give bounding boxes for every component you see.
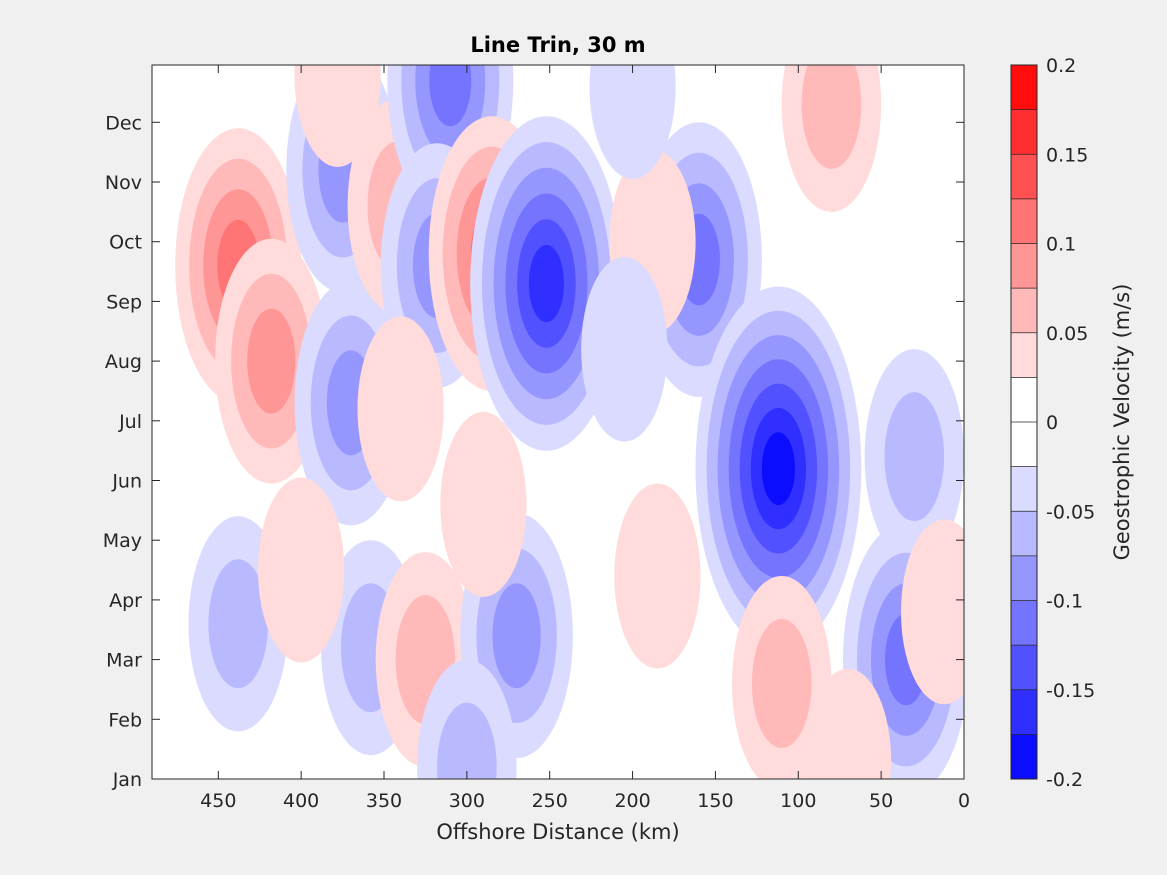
contour-band bbox=[614, 483, 701, 669]
colorbar-swatch bbox=[1011, 422, 1037, 467]
colorbar-tick-label: 0.1 bbox=[1046, 234, 1076, 256]
x-tick-label: 0 bbox=[958, 790, 970, 812]
colorbar-swatch bbox=[1011, 109, 1037, 155]
colorbar-tick-label: -0.05 bbox=[1046, 501, 1095, 523]
colorbar-tick-label: 0.2 bbox=[1046, 55, 1076, 77]
y-axis: Jan Feb Mar Apr May Jun Jul Aug Sep Oct Nov Dec bbox=[103, 112, 964, 791]
x-tick-label: 50 bbox=[869, 790, 893, 812]
plot-frame bbox=[151, 64, 965, 780]
colorbar-tick-label: -0.2 bbox=[1046, 769, 1083, 791]
contour-band bbox=[581, 256, 668, 442]
x-tick-label: 150 bbox=[697, 790, 733, 812]
colorbar-swatch bbox=[1011, 689, 1037, 735]
contour-band bbox=[751, 619, 812, 748]
colorbar-swatch bbox=[1011, 377, 1037, 423]
contour-band bbox=[761, 432, 796, 505]
colorbar-swatch bbox=[1011, 288, 1037, 334]
colorbar-tick-label: -0.15 bbox=[1046, 680, 1095, 702]
y-tick-label: Dec bbox=[105, 112, 142, 134]
colorbar: 0.2 0.15 0.1 0.05 0 -0.05 -0.1 -0.15 -0.2 bbox=[1010, 55, 1095, 791]
contour-band bbox=[208, 559, 268, 689]
x-tick-label: 100 bbox=[780, 790, 816, 812]
colorbar-tick-label: 0.05 bbox=[1046, 323, 1088, 345]
colorbar-swatch bbox=[1011, 645, 1037, 691]
y-tick-label: Jan bbox=[112, 769, 142, 791]
contour-band bbox=[528, 244, 565, 323]
colorbar-frame bbox=[1010, 64, 1038, 780]
colorbar-swatch bbox=[1011, 734, 1037, 780]
contour-band bbox=[440, 411, 527, 597]
x-tick-label: 250 bbox=[532, 790, 568, 812]
contour-band bbox=[801, 65, 862, 169]
contour-fill bbox=[175, 65, 964, 779]
colorbar-swatch bbox=[1011, 600, 1037, 646]
colorbar-swatch bbox=[1011, 198, 1037, 244]
colorbar-swatch bbox=[1011, 243, 1037, 289]
y-tick-label: Jul bbox=[118, 411, 142, 433]
colorbar-label: Geostrophic Velocity (m/s) bbox=[1110, 284, 1134, 561]
x-tick-label: 300 bbox=[449, 790, 485, 812]
y-tick-label: Feb bbox=[108, 709, 142, 731]
colorbar-swatch bbox=[1011, 65, 1037, 110]
y-tick-label: Oct bbox=[109, 232, 142, 254]
contour-band bbox=[429, 65, 472, 127]
contour-band bbox=[804, 668, 892, 779]
y-tick-label: Apr bbox=[109, 590, 142, 612]
colorbar-tick-label: -0.1 bbox=[1046, 591, 1083, 613]
y-tick-label: Nov bbox=[105, 172, 142, 194]
contour-band bbox=[492, 583, 541, 689]
y-tick-label: Aug bbox=[105, 351, 142, 373]
contour-band bbox=[357, 316, 444, 502]
y-tick-label: Jun bbox=[111, 471, 142, 493]
x-tick-label: 350 bbox=[366, 790, 402, 812]
x-tick-label: 400 bbox=[283, 790, 319, 812]
contour-band bbox=[901, 519, 964, 705]
contour-band bbox=[247, 308, 296, 414]
y-tick-label: Sep bbox=[106, 291, 142, 313]
x-tick-label: 200 bbox=[614, 790, 650, 812]
colorbar-swatch bbox=[1011, 466, 1037, 512]
x-tick-label: 450 bbox=[200, 790, 236, 812]
colorbar-tick-label: 0.15 bbox=[1046, 144, 1088, 166]
contour-band bbox=[589, 65, 676, 179]
colorbar-swatch bbox=[1011, 332, 1037, 378]
contour-band bbox=[437, 702, 497, 779]
y-tick-label: Mar bbox=[106, 650, 142, 672]
y-tick-label: May bbox=[103, 530, 142, 552]
colorbar-tick-label: 0 bbox=[1046, 412, 1058, 434]
x-axis: 450 400 350 300 250 200 150 100 50 0 bbox=[200, 65, 970, 812]
contour-band bbox=[884, 392, 945, 522]
x-axis-label: Offshore Distance (km) bbox=[436, 820, 679, 844]
colorbar-swatch bbox=[1011, 154, 1037, 200]
colorbar-swatch bbox=[1011, 511, 1037, 557]
colorbar-swatch bbox=[1011, 555, 1037, 601]
contour-band bbox=[258, 477, 345, 663]
chart-title: Line Trin, 30 m bbox=[470, 33, 645, 57]
